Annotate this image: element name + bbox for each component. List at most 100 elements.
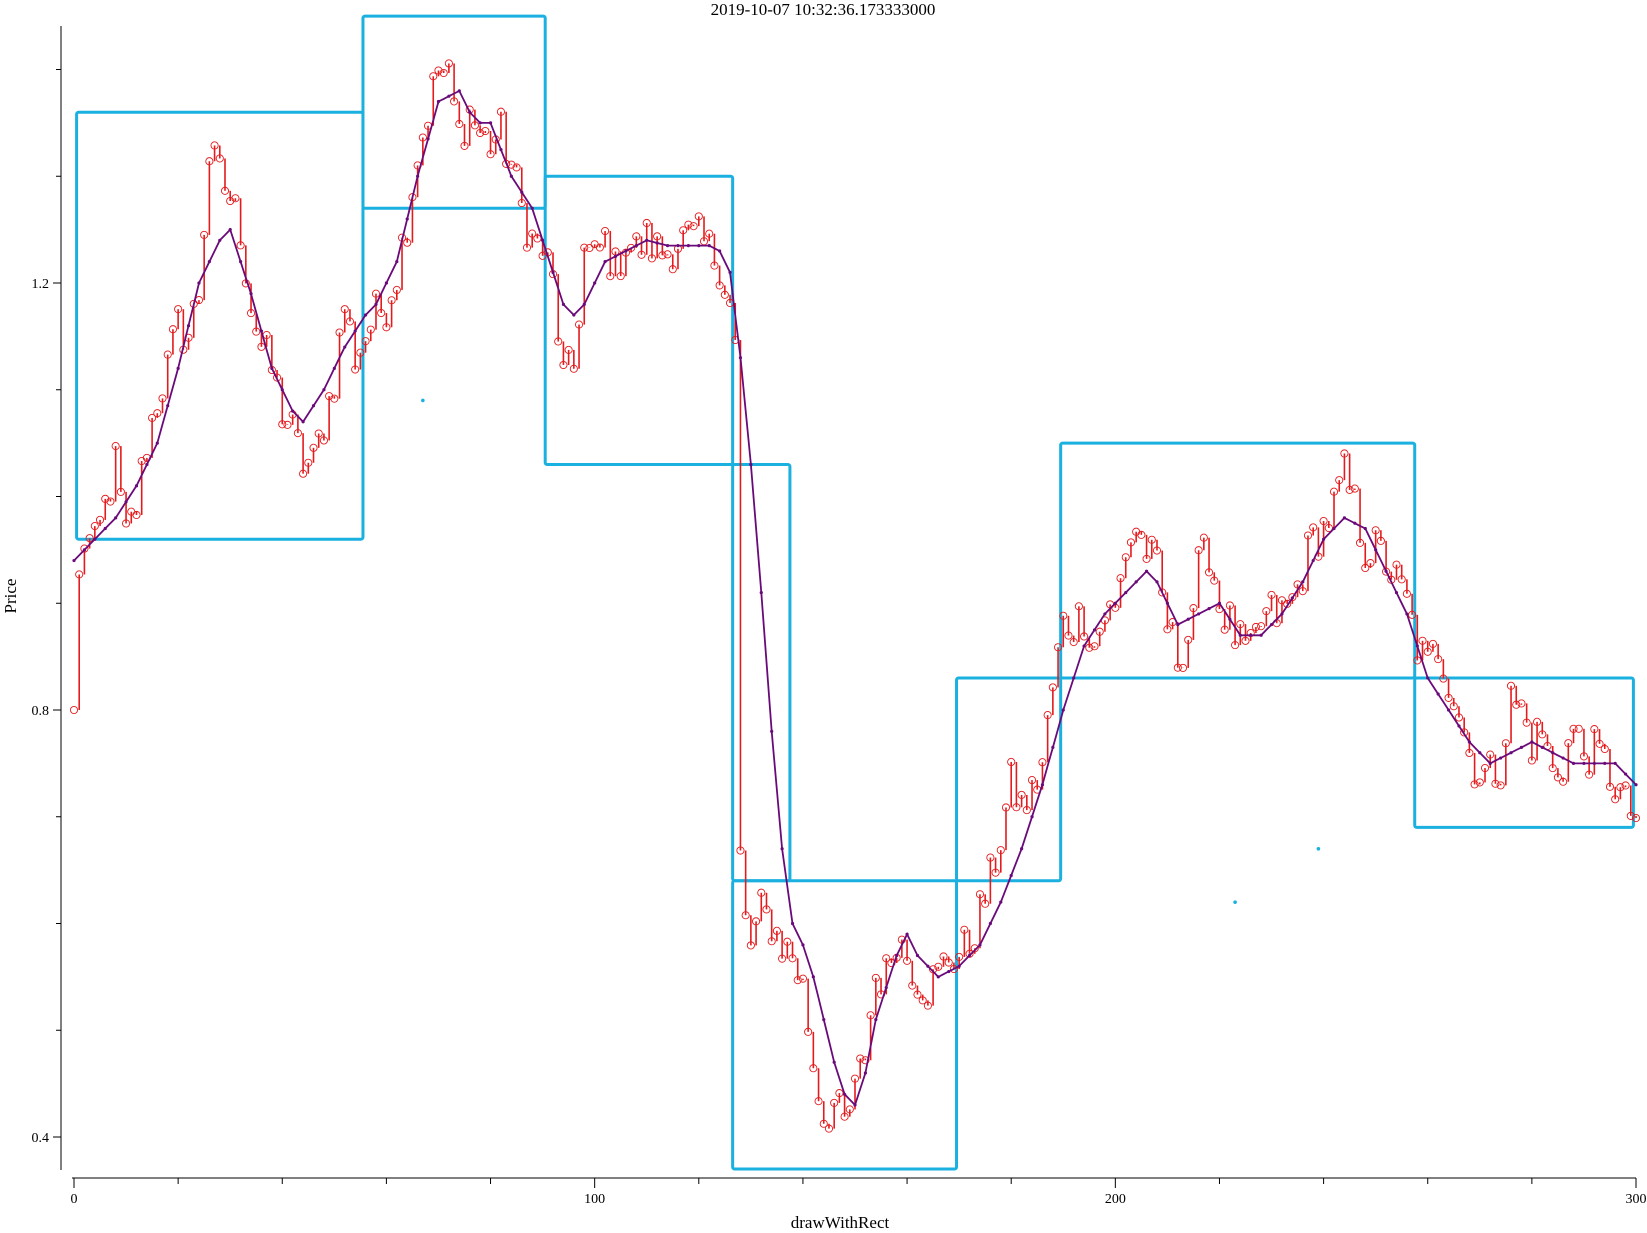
- smooth-point: [499, 147, 503, 152]
- price-point: [923, 1001, 932, 1010]
- y-tick-label: 0.4: [32, 1131, 50, 1146]
- price-point: [319, 436, 328, 445]
- region-rect: [543, 174, 735, 466]
- price-point: [668, 265, 677, 274]
- price-point: [1178, 663, 1188, 672]
- price-point: [1470, 780, 1479, 789]
- smooth-point: [884, 985, 888, 990]
- price-point: [856, 1054, 865, 1063]
- smooth-point: [1217, 601, 1222, 605]
- smooth-point: [718, 249, 722, 253]
- price-point: [273, 373, 282, 382]
- smooth-point: [1124, 590, 1128, 595]
- price-point: [554, 337, 563, 346]
- smooth-point: [801, 943, 805, 947]
- x-tick-label: 300: [1626, 1192, 1647, 1207]
- chart-title: 2019-10-07 10:32:36.173333000: [711, 0, 936, 19]
- smooth-point: [676, 244, 680, 248]
- price-point: [1475, 778, 1484, 787]
- price-point: [694, 212, 703, 221]
- smooth-point: [207, 260, 211, 264]
- price-point: [330, 394, 339, 403]
- price-point: [1376, 536, 1385, 545]
- price-point: [741, 911, 750, 920]
- price-point: [1480, 763, 1490, 773]
- price-point: [246, 309, 256, 318]
- price-point: [158, 394, 167, 403]
- price-point: [1392, 560, 1401, 569]
- price-point: [1402, 589, 1411, 598]
- price-point: [1569, 724, 1578, 733]
- smooth-point: [218, 238, 222, 242]
- price-point: [1137, 530, 1146, 539]
- price-point: [1069, 638, 1078, 647]
- price-point: [377, 308, 386, 318]
- smoothed-series: [72, 89, 1638, 1107]
- price-point: [1626, 811, 1635, 820]
- smooth-point: [1197, 612, 1201, 616]
- region-rect: [75, 110, 365, 541]
- price-point: [1496, 781, 1505, 790]
- smooth-point: [1322, 537, 1326, 541]
- smooth-point: [551, 270, 555, 274]
- smooth-point: [1540, 745, 1544, 749]
- price-point: [783, 937, 792, 946]
- smooth-point: [561, 302, 566, 306]
- smooth-point: [176, 366, 180, 370]
- smooth-point: [541, 238, 545, 242]
- price-point: [111, 442, 120, 451]
- smooth-point: [1207, 606, 1211, 611]
- price-point: [908, 981, 917, 990]
- price-point: [1121, 553, 1130, 562]
- smooth-point: [1634, 783, 1638, 787]
- smooth-point: [1290, 596, 1294, 600]
- smooth-point: [1551, 751, 1555, 755]
- smooth-point: [853, 1103, 857, 1107]
- price-point: [824, 1124, 834, 1133]
- price-point: [1553, 773, 1562, 782]
- price-point: [996, 846, 1005, 855]
- price-point: [1007, 757, 1016, 767]
- price-point: [601, 226, 610, 236]
- price-point: [1564, 739, 1573, 748]
- smooth-point: [1259, 633, 1263, 637]
- region-rect: [955, 676, 1063, 883]
- smooth-point: [613, 254, 618, 258]
- smooth-point: [832, 1060, 836, 1064]
- smooth-point: [1144, 569, 1149, 573]
- price-point: [1095, 627, 1104, 636]
- price-point: [637, 250, 646, 259]
- price-point: [533, 234, 542, 243]
- smooth-point: [134, 484, 139, 488]
- price-point: [559, 360, 568, 370]
- price-point: [1434, 655, 1443, 664]
- smooth-point: [1009, 873, 1013, 878]
- price-point: [1173, 663, 1182, 672]
- price-point: [606, 272, 615, 281]
- smooth-point: [822, 1017, 826, 1022]
- price-point: [1319, 516, 1328, 526]
- price-point: [340, 305, 349, 314]
- price-point: [1527, 756, 1536, 765]
- smooth-point: [197, 281, 201, 285]
- smooth-point: [926, 964, 930, 968]
- price-point: [1309, 523, 1318, 532]
- smooth-point: [697, 244, 701, 248]
- price-point: [1428, 639, 1437, 648]
- price-point: [1397, 575, 1406, 584]
- smooth-point: [1592, 761, 1596, 765]
- price-point: [1621, 781, 1630, 790]
- price-point: [361, 337, 370, 346]
- price-point: [168, 325, 177, 334]
- price-point: [236, 241, 245, 250]
- price-point: [434, 66, 443, 75]
- smooth-point: [645, 238, 649, 242]
- stray-point: [1233, 900, 1237, 904]
- smooth-point: [811, 975, 815, 979]
- price-point: [762, 905, 771, 914]
- price-point: [595, 243, 604, 252]
- price-point: [814, 1097, 823, 1106]
- smooth-point: [1092, 628, 1097, 632]
- price-point: [1012, 803, 1021, 812]
- price-point: [1506, 681, 1516, 690]
